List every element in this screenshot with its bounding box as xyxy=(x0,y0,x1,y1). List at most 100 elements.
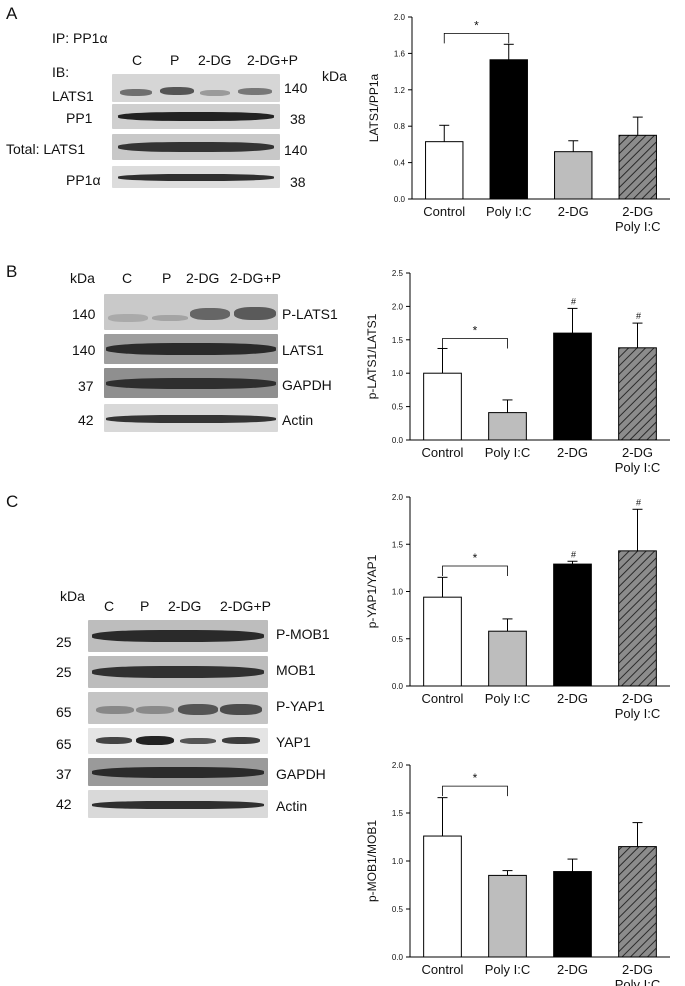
kda-value: 140 xyxy=(72,306,96,322)
panel-letter-b: B xyxy=(6,262,18,281)
category-label: 2-DG xyxy=(557,445,588,460)
blot-strip xyxy=(112,134,280,160)
bar xyxy=(553,332,592,441)
lane-label-2dg-p: 2-DG+P xyxy=(247,52,298,68)
y-tick-label: 1.5 xyxy=(392,809,404,818)
category-label: 2-DG xyxy=(622,962,653,977)
category-label: 2-DG xyxy=(622,445,653,460)
significance-bracket xyxy=(442,785,508,797)
bar xyxy=(423,372,462,441)
category-label: Poly I:C xyxy=(486,204,532,219)
significance-star: * xyxy=(474,18,479,32)
category-label: 2-DG xyxy=(558,204,589,219)
chart-3: 0.0 0.5 1.0 1.5 2.0 p-YAP1/YAP1 Control Poly I:… xyxy=(365,493,670,721)
kda-value: 38 xyxy=(290,111,306,127)
category-label: 2-DG xyxy=(557,691,588,706)
category-label: Control xyxy=(423,204,465,219)
lane-label-2dg: 2-DG xyxy=(168,598,202,614)
y-tick-label: 0.0 xyxy=(394,195,406,204)
blot-row-label: PP1 xyxy=(66,110,93,126)
chart-1: 0.0 0.4 0.8 1.2 1.6 2.0 LATS1/PP1a Control Poly … xyxy=(367,13,670,234)
significance-bracket xyxy=(442,338,508,349)
category-label: Poly I:C xyxy=(485,962,531,977)
y-tick-label: 0.0 xyxy=(392,953,404,962)
y-tick-label: 2.0 xyxy=(392,493,404,502)
significance-mark: # xyxy=(571,549,576,559)
y-axis-label: LATS1/PP1a xyxy=(367,73,381,142)
blot-row-label: LATS1 xyxy=(282,342,324,358)
category-label: Poly I:C xyxy=(615,706,661,721)
blot-strip xyxy=(112,74,280,102)
category-label: Control xyxy=(422,962,464,977)
bar xyxy=(554,151,593,200)
bar xyxy=(553,563,592,687)
bar xyxy=(488,412,527,441)
blot-strip xyxy=(88,790,268,818)
category-label: Poly I:C xyxy=(615,977,661,986)
lane-label-p: P xyxy=(162,270,172,286)
y-tick-label: 0.0 xyxy=(392,436,404,445)
bar xyxy=(423,596,462,687)
category-label: 2-DG xyxy=(622,691,653,706)
category-label: Poly I:C xyxy=(615,460,661,475)
kda-value: 65 xyxy=(56,736,72,752)
kda-value: 140 xyxy=(72,342,96,358)
blot-strip xyxy=(88,692,268,724)
kda-value: 140 xyxy=(284,142,308,158)
ib-label: IB: xyxy=(52,64,70,80)
panel-letter-c: C xyxy=(6,492,19,511)
blot-row-label: Actin xyxy=(282,412,314,428)
y-tick-label: 1.2 xyxy=(394,86,406,95)
blot-row-label: P-LATS1 xyxy=(282,306,338,322)
kda-value: 42 xyxy=(56,796,72,812)
lane-label-c: C xyxy=(104,598,115,614)
blot-strip xyxy=(104,404,278,432)
lane-label-2dg-p: 2-DG+P xyxy=(220,598,271,614)
lane-label-c: C xyxy=(122,270,133,286)
kda-label: kDa xyxy=(60,588,85,604)
y-tick-label: 2.0 xyxy=(392,761,404,770)
blot-strip xyxy=(88,758,268,786)
kda-value: 25 xyxy=(56,634,72,650)
kda-value: 25 xyxy=(56,664,72,680)
kda-value: 37 xyxy=(78,378,94,394)
blot-row-label: GAPDH xyxy=(282,377,332,393)
y-tick-label: 2.0 xyxy=(392,302,404,311)
blot-row-label: MOB1 xyxy=(276,662,316,678)
blot-strip xyxy=(104,334,278,364)
y-tick-label: 1.6 xyxy=(394,49,406,58)
y-tick-label: 1.5 xyxy=(392,336,404,345)
kda-label: kDa xyxy=(322,68,347,84)
significance-mark: # xyxy=(636,311,641,321)
bar xyxy=(425,141,464,200)
blot-strip xyxy=(112,104,280,129)
lane-label-p: P xyxy=(170,52,180,68)
blot-strip xyxy=(104,294,278,330)
y-tick-label: 2.5 xyxy=(392,269,404,278)
bar xyxy=(618,550,657,687)
y-tick-label: 0.0 xyxy=(392,682,404,691)
bar xyxy=(488,630,527,687)
significance-star: * xyxy=(473,771,478,785)
ip-label: IP: PP1α xyxy=(52,30,108,46)
significance-bracket xyxy=(442,565,508,576)
y-tick-label: 0.5 xyxy=(392,905,404,914)
kda-value: 65 xyxy=(56,704,72,720)
blot-row-label: P-YAP1 xyxy=(276,698,325,714)
significance-star: * xyxy=(473,551,478,565)
y-tick-label: 0.8 xyxy=(394,122,406,131)
kda-label: kDa xyxy=(70,270,95,286)
bar xyxy=(618,134,657,200)
kda-value: 42 xyxy=(78,412,94,428)
y-tick-label: 0.5 xyxy=(392,403,404,412)
y-axis-label: p-LATS1/LATS1 xyxy=(365,313,379,399)
bar xyxy=(618,347,657,441)
kda-value: 140 xyxy=(284,80,308,96)
blot-row-label: PP1α xyxy=(66,172,101,188)
lane-label-2dg: 2-DG xyxy=(186,270,220,286)
blot-row-label: YAP1 xyxy=(276,734,311,750)
blot-row-label: Actin xyxy=(276,798,308,814)
y-tick-label: 0.4 xyxy=(394,159,406,168)
blot-row-label: P-MOB1 xyxy=(276,626,330,642)
y-tick-label: 0.5 xyxy=(392,635,404,644)
